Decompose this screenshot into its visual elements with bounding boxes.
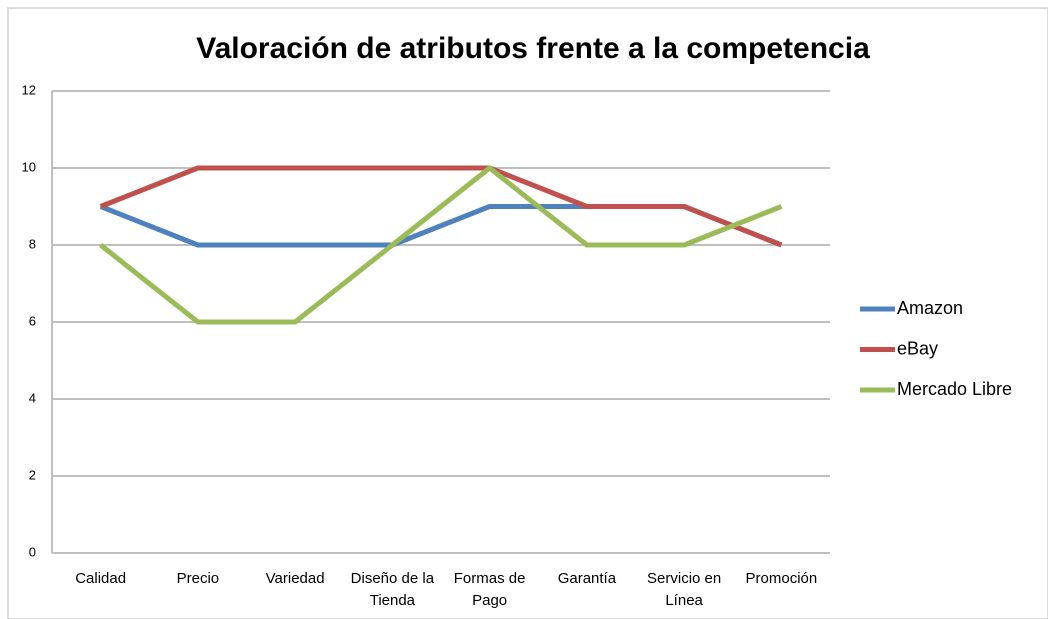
series-line	[99, 165, 783, 248]
chart-border	[7, 7, 1048, 619]
x-tick-label: Formas de Pago	[453, 570, 526, 609]
x-tick-label: Diseño de la Tienda	[350, 570, 435, 609]
y-tick-label: 2	[29, 467, 36, 482]
legend-label: eBay	[897, 338, 938, 358]
x-tick-label: Promoción	[745, 570, 818, 587]
legend-label: Amazon	[897, 298, 963, 318]
y-tick-label: 8	[29, 236, 36, 251]
series-line	[99, 204, 783, 248]
y-tick-label: 10	[22, 159, 36, 174]
y-tick-label: 0	[29, 544, 36, 559]
chart-title: Valoración de atributos frente a la comp…	[196, 32, 870, 65]
x-tick-label: Servicio en Línea	[647, 570, 722, 609]
legend-label: Mercado Libre	[897, 379, 1012, 399]
y-tick-label: 4	[29, 390, 36, 405]
x-tick-label: Precio	[176, 570, 220, 587]
series-line	[99, 165, 783, 325]
x-tick-label: Calidad	[75, 570, 127, 587]
x-tick-label: Variedad	[265, 570, 325, 587]
x-tick-label: Garantía	[557, 570, 617, 587]
y-tick-label: 12	[22, 82, 36, 97]
y-tick-label: 6	[29, 313, 36, 328]
